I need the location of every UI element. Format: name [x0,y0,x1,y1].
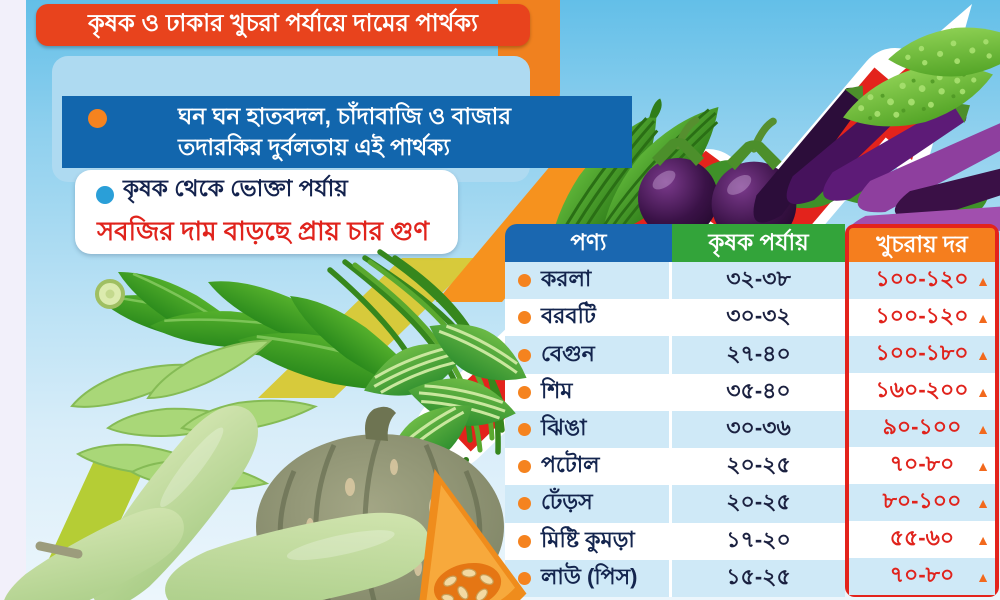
retail-price-value: ১৬০-২০০ [875,377,969,402]
product-cell: ঝিঙা [505,410,672,449]
col-header-product: পণ্য [505,224,672,262]
callout-box-causes: ঘন ঘন হাতবদল, চাঁদাবাজি ও বাজার তদারকির … [62,96,632,168]
retail-price-value: ৭০-৮০ [889,562,955,587]
retail-price-value: ৫৫-৬০ [889,525,955,550]
retail-price-cell: ৯০-১০০ ▲ [849,410,995,447]
leaf-greens-illustration [690,160,988,219]
product-dot-icon [518,422,531,436]
product-dot-icon [518,460,531,474]
page-edge-strip [0,0,26,600]
long-bean-illustration [327,249,505,529]
product-name: বেগুন [541,340,595,366]
product-name: ঢেঁড়স [541,489,593,515]
product-cell: বরবটি [505,299,672,337]
retail-price-cell: ৮০-১০০ ▲ [849,484,995,521]
product-dot-icon [518,274,531,288]
retail-price-cell: ১০০-১২০ ▲ [849,262,995,299]
bitter-gourd-illustration [843,27,1000,127]
callout-increase-line2: সবজির দাম বাড়ছে প্রায় চার গুণ [97,215,430,246]
farmer-price-cell: ১৫-২৫ [672,559,845,597]
col-header-retail: খুচরায় দর [849,228,995,262]
okra-illustration [95,271,449,396]
product-cell: করলা [505,262,672,300]
up-triangle-icon: ▲ [976,383,990,400]
retail-price-value: ৮০-১০০ [882,488,962,513]
farmer-price-cell: ৩০-৩২ [672,299,845,337]
retail-price-cell: ৭০-৮০ ▲ [849,558,995,595]
product-dot-icon [518,311,531,325]
callout-increase-line1: কৃষক থেকে ভোক্তা পর্যায় [123,174,348,201]
product-cell: মিষ্টি কুমড়া [505,522,672,560]
product-cell: লাউ (পিস) [505,559,672,597]
callout-box-increase: কৃষক থেকে ভোক্তা পর্যায় সবজির দাম বাড়ছ… [75,170,458,254]
product-name: বরবটি [541,303,596,329]
product-dot-icon [518,497,531,511]
retail-price-cell: ৭০-৮০ ▲ [849,447,995,484]
product-name: করলা [541,266,592,292]
up-triangle-icon: ▲ [976,272,990,289]
lime-chevron-shape [30,452,152,600]
olive-chevron-shape [258,258,478,398]
price-table: পণ্য করলা বরবটি বেগুন শিম ঝিঙা পটোল ঢেঁড়স মিষ্… [505,224,999,597]
callout-causes-line1: ঘন ঘন হাতবদল, চাঁদাবাজি ও বাজার [178,103,512,129]
product-cell: শিম [505,373,672,411]
product-cell: ঢেঁড়স [505,485,672,523]
retail-price-cell: ৫৫-৬০ ▲ [849,521,995,558]
retail-price-cell: ১৬০-২০০ ▲ [849,373,995,410]
farmer-price-cell: ৩০-৩৬ [672,410,845,449]
product-dot-icon [518,348,531,362]
product-dot-icon [518,385,531,399]
product-dot-icon [518,571,531,585]
retail-price-value: ৯০-১০০ [882,414,962,439]
up-triangle-icon: ▲ [976,568,990,585]
flat-bean-illustration [70,339,318,491]
product-column: পণ্য করলা বরবটি বেগুন শিম ঝিঙা পটোল ঢেঁড়স মিষ্… [505,224,672,597]
product-name: মিষ্টি কুমড়া [541,526,635,552]
farmer-price-cell: ১৭-২০ [672,522,845,560]
product-name: ঝিঙা [541,414,587,440]
retail-price-value: ১০০-১২০ [875,303,969,328]
okra-cut-end [95,279,125,309]
up-triangle-icon: ▲ [976,420,990,437]
retail-price-value: ১০০-১৮০ [875,340,969,365]
farmer-price-cell: ৩২-৩৮ [672,262,845,300]
bullet-dot-orange-icon [88,109,107,128]
retail-price-value: ৭০-৮০ [889,451,955,476]
product-cell: পটোল [505,448,672,486]
title-text: কৃষক ও ঢাকার খুচরা পর্যায়ে দামের পার্থক… [88,10,478,37]
up-triangle-icon: ▲ [976,494,990,511]
product-name: লাউ (পিস) [541,563,638,589]
product-cell: বেগুন [505,336,672,374]
product-name: শিম [541,377,573,403]
retail-column: খুচরায় দর ১০০-১২০ ▲ ১০০-১২০ ▲ ১০০-১৮০ ▲ ১৬০-২… [845,224,999,597]
col-header-farmer: কৃষক পর্যায় [672,224,845,262]
up-triangle-icon: ▲ [976,309,990,326]
farmer-price-cell: ২৭-৪০ [672,336,845,374]
farmer-price-cell: ২০-২৫ [672,485,845,523]
retail-price-cell: ১০০-১৮০ ▲ [849,336,995,373]
up-triangle-icon: ▲ [976,531,990,548]
retail-price-value: ১০০-১২০ [875,266,969,291]
up-triangle-icon: ▲ [976,457,990,474]
farmer-price-cell: ৩৫-৪০ [672,373,845,411]
bullet-dot-blue-icon [96,186,114,204]
pumpkin-illustration [256,406,504,600]
retail-price-cell: ১০০-১২০ ▲ [849,299,995,336]
farmer-price-cell: ২০-২৫ [672,448,845,486]
product-dot-icon [518,534,531,548]
bottle-gourd-illustration [2,405,430,600]
product-name: পটোল [541,452,600,478]
title-banner: কৃষক ও ঢাকার খুচরা পর্যায়ে দামের পার্থক… [36,4,530,46]
up-triangle-icon: ▲ [976,346,990,363]
farmer-column: কৃষক পর্যায় ৩২-৩৮ ৩০-৩২ ২৭-৪০ ৩৫-৪০ ৩০-৩৬ ২০… [672,224,845,597]
callout-causes-line2: তদারকির দুর্বলতায় এই পার্থক্য [178,134,451,160]
